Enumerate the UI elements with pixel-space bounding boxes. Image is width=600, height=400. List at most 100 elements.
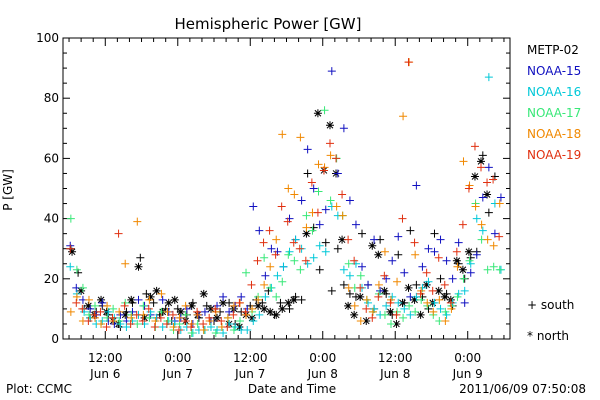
south-point	[424, 277, 433, 286]
south-point	[412, 292, 421, 301]
south-point	[356, 271, 365, 280]
south-point	[273, 271, 282, 280]
south-point	[296, 265, 305, 274]
south-point	[78, 283, 87, 292]
y-tick-label: 40	[44, 212, 59, 226]
x-tick-time: 12:00	[378, 351, 413, 365]
north-point	[278, 304, 287, 313]
south-point	[464, 184, 473, 193]
north-point	[344, 301, 353, 310]
south-point	[459, 274, 468, 283]
south-point	[477, 220, 486, 229]
north-point	[434, 286, 443, 295]
south-point	[315, 220, 324, 229]
south-point	[356, 316, 365, 325]
north-point	[404, 283, 413, 292]
x-tick-time: 0:00	[454, 351, 481, 365]
north-point	[440, 292, 449, 301]
south-point	[254, 295, 263, 304]
x-tick-time: 0:00	[164, 351, 191, 365]
north-point	[362, 316, 371, 325]
south-point	[458, 220, 467, 229]
south-point	[326, 196, 335, 205]
north-point	[260, 304, 269, 313]
south-point	[200, 307, 209, 316]
north-point	[483, 190, 492, 199]
y-tick-label: 60	[44, 151, 59, 165]
south-point	[255, 310, 264, 319]
north-point	[235, 322, 244, 331]
plot-timestamp: 2011/06/09 07:50:08	[459, 382, 586, 396]
south-point	[380, 247, 389, 256]
south-point	[169, 322, 178, 331]
north-point	[140, 313, 149, 322]
south-point	[478, 226, 487, 235]
north-point	[219, 298, 228, 307]
south-point	[453, 292, 462, 301]
south-point	[441, 307, 450, 316]
south-point	[193, 307, 202, 316]
south-point	[410, 238, 419, 247]
south-point	[345, 289, 354, 298]
south-point	[266, 262, 275, 271]
south-point	[394, 250, 403, 259]
south-point	[90, 310, 99, 319]
south-point	[267, 244, 276, 253]
south-point	[134, 295, 143, 304]
south-point	[290, 256, 299, 265]
south-point	[483, 178, 492, 187]
north-point	[338, 235, 347, 244]
south-point	[272, 292, 281, 301]
south-point	[309, 253, 318, 262]
south-point	[225, 307, 234, 316]
south-point	[84, 316, 93, 325]
north-point	[302, 229, 311, 238]
south-point	[142, 289, 151, 298]
chart-title: Hemispheric Power [GW]	[175, 15, 362, 33]
south-point	[162, 319, 171, 328]
north-point	[272, 310, 281, 319]
north-point	[313, 109, 322, 118]
south-point	[265, 226, 274, 235]
south-point	[472, 250, 481, 259]
south-point	[484, 163, 493, 172]
north-point	[350, 310, 359, 319]
south-point	[202, 301, 211, 310]
south-point	[454, 238, 463, 247]
south-point	[223, 322, 232, 331]
south-point	[478, 193, 487, 202]
south-point	[96, 307, 105, 316]
south-point	[484, 73, 493, 82]
south-point	[440, 280, 449, 289]
x-tick-time: 12:00	[88, 351, 123, 365]
south-point	[72, 265, 81, 274]
south-point	[338, 190, 347, 199]
south-point	[145, 295, 154, 304]
south-point	[303, 145, 312, 154]
south-point	[326, 151, 335, 160]
south-point	[158, 295, 167, 304]
x-tick-date: Jun 7	[234, 367, 265, 381]
north-point	[97, 295, 106, 304]
south-point	[309, 184, 318, 193]
south-point	[471, 202, 480, 211]
south-point	[412, 280, 421, 289]
south-point	[237, 292, 246, 301]
south-point	[400, 268, 409, 277]
north-point	[458, 265, 467, 274]
north-point	[248, 313, 257, 322]
legend-entry: METP-02	[527, 43, 579, 57]
legend-entry: NOAA-16	[527, 85, 581, 99]
south-point	[103, 301, 112, 310]
south-point	[446, 298, 455, 307]
south-point	[115, 307, 124, 316]
south-point	[199, 325, 208, 334]
south-point	[295, 244, 304, 253]
south-point	[163, 307, 172, 316]
south-point	[351, 220, 360, 229]
south-point	[308, 226, 317, 235]
south-point	[430, 298, 439, 307]
south-point	[350, 256, 359, 265]
south-point	[478, 151, 487, 160]
